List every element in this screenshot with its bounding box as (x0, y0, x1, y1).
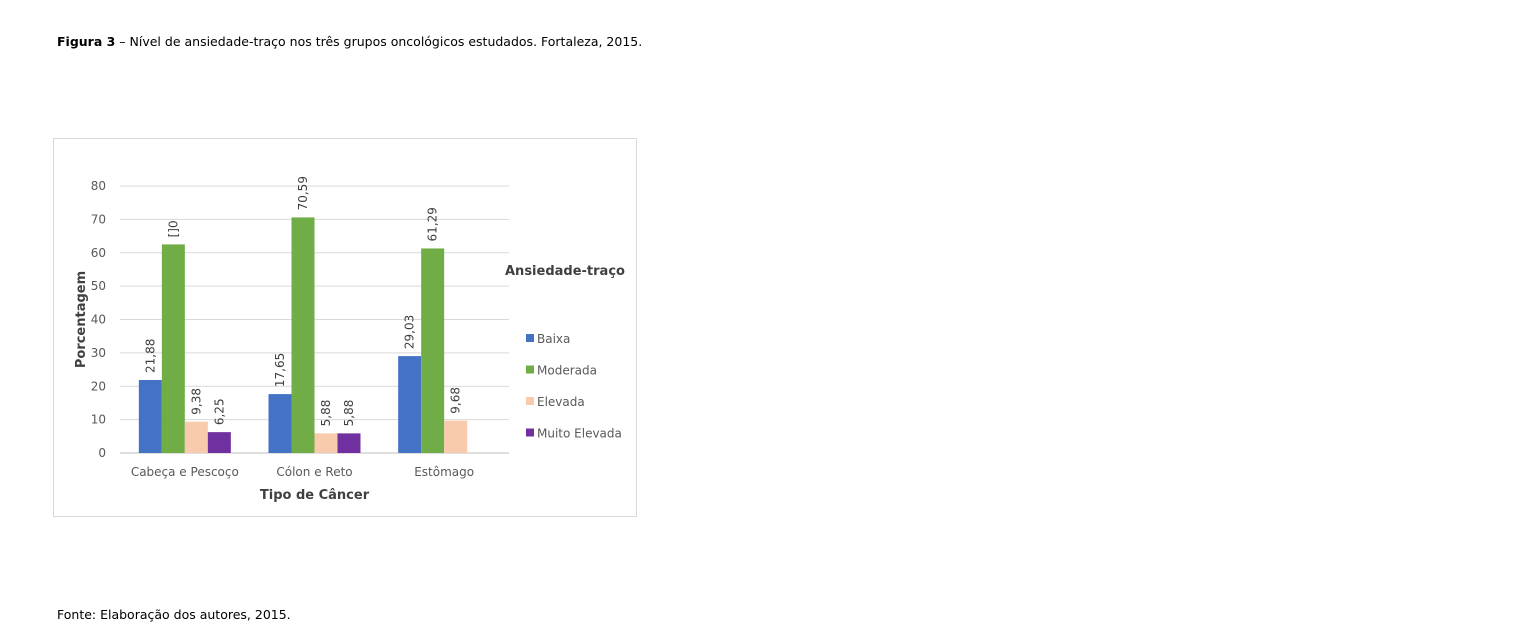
bar (138, 379, 162, 453)
y-tick-label: 80 (91, 179, 106, 193)
figure-label: Figura 3 (57, 34, 116, 49)
data-label: 70,59 (296, 176, 310, 210)
chart-frame: 0 10 20 30 40 50 60 70 80 21,88 []0 9,38 6,25 Cabeça … (53, 138, 637, 517)
y-tick-label: 10 (91, 413, 106, 427)
data-label: 17,65 (273, 353, 287, 387)
legend-label: Moderada (537, 364, 597, 378)
x-tick-label: Cabeça e Pescoço (131, 465, 239, 479)
y-tick-label: 40 (91, 313, 106, 327)
figure-caption-text: – Nível de ansiedade-traço nos três grup… (115, 34, 643, 49)
bar (207, 432, 231, 453)
data-label: 61,29 (426, 207, 440, 241)
legend-swatch (526, 428, 534, 437)
legend-swatch (526, 397, 534, 405)
bar-chart: 0 10 20 30 40 50 60 70 80 21,88 []0 9,38 6,25 Cabeça … (74, 176, 625, 503)
data-label: 5,88 (319, 400, 333, 427)
data-label: 9,68 (449, 387, 463, 414)
y-tick-label: 70 (91, 212, 106, 226)
bar (337, 433, 361, 453)
bar (291, 217, 315, 453)
x-tick-label: Cólon e Reto (276, 465, 352, 479)
figure-caption: Figura 3 – Nível de ansiedade-traço nos … (57, 34, 642, 49)
y-tick-label: 60 (91, 246, 106, 260)
y-tick-label: 20 (91, 379, 106, 393)
bar (184, 421, 208, 453)
bar (421, 248, 445, 453)
legend-label: Baixa (537, 332, 570, 346)
data-label: 9,38 (189, 388, 203, 415)
y-axis-title: Porcentagem (74, 271, 89, 368)
legend-swatch (526, 365, 534, 374)
legend-title: Ansiedade-traço (505, 264, 625, 279)
bar (161, 244, 185, 453)
bar (314, 433, 338, 453)
legend-label: Muito Elevada (537, 427, 622, 441)
data-label: 29,03 (403, 315, 417, 349)
x-tick-label: Estômago (414, 465, 474, 479)
x-axis-title: Tipo de Câncer (260, 488, 370, 503)
bar (398, 356, 422, 453)
data-label: []0 (166, 220, 180, 237)
bar (444, 420, 468, 453)
legend-label: Elevada (537, 395, 585, 409)
y-tick-label: 50 (91, 279, 106, 293)
bar (268, 394, 292, 453)
data-label: 5,88 (342, 400, 356, 427)
data-label: 6,25 (212, 398, 226, 425)
y-tick-label: 30 (91, 346, 106, 360)
source-note: Fonte: Elaboração dos autores, 2015. (57, 607, 291, 622)
legend-swatch (526, 334, 534, 342)
y-tick-label: 0 (98, 446, 106, 460)
data-label: 21,88 (143, 339, 157, 373)
